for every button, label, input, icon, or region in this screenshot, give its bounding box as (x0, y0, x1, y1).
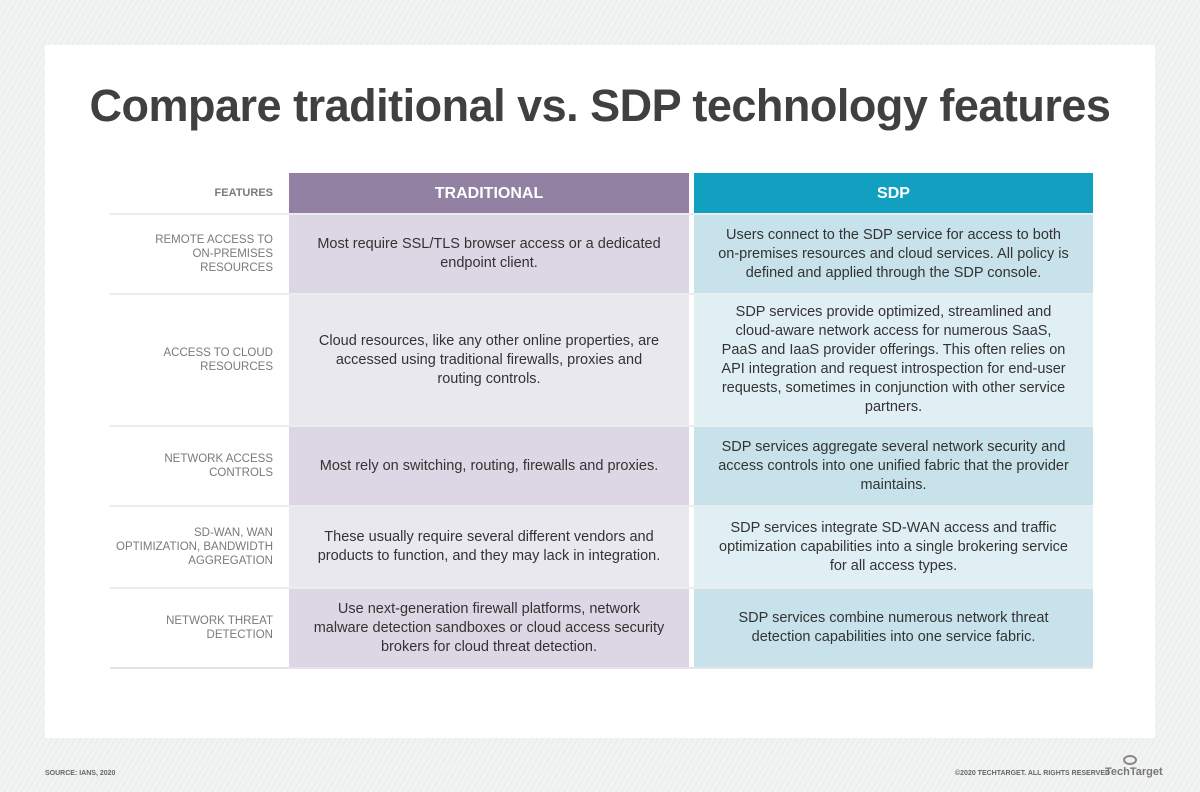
header-sdp: SDP (694, 173, 1093, 213)
traditional-cell: These usually require several different … (289, 507, 689, 587)
feature-label: Remote access to on-premises resources (155, 234, 273, 274)
feature-label: Network access controls (164, 453, 273, 479)
techtarget-logo: TechTarget (1105, 755, 1163, 783)
sdp-cell: Users connect to the SDP service for acc… (694, 215, 1093, 293)
sdp-cell: SDP services aggregate several network s… (694, 427, 1093, 505)
logo-text: TechTarget (1105, 766, 1163, 778)
header-traditional: TRADITIONAL (289, 173, 689, 213)
sdp-cell: SDP services integrate SD-WAN access and… (694, 507, 1093, 587)
traditional-cell: Most rely on switching, routing, firewal… (289, 427, 689, 505)
eye-icon (1123, 755, 1137, 765)
feature-label: Access to cloud resources (163, 347, 274, 373)
comparison-table: FEATURES TRADITIONAL SDP Remote access t… (110, 173, 1093, 669)
source-note: SOURCE: IANS, 2020 (45, 770, 116, 777)
feature-label: SD-WAN, WAN optimization, bandwidth aggr… (116, 527, 273, 567)
table-row: Network threat detection Use next-genera… (110, 589, 1093, 669)
table-row: SD-WAN, WAN optimization, bandwidth aggr… (110, 507, 1093, 589)
table-row: Network access controls Most rely on swi… (110, 427, 1093, 507)
table-row: Remote access to on-premises resources M… (110, 215, 1093, 295)
traditional-cell: Most require SSL/TLS browser access or a… (289, 215, 689, 293)
page-title: Compare traditional vs. SDP technology f… (89, 80, 1111, 131)
copyright: ©2020 TECHTARGET. ALL RIGHTS RESERVED (955, 770, 1111, 777)
table-row: Access to cloud resources Cloud resource… (110, 295, 1093, 427)
header-row: FEATURES TRADITIONAL SDP (110, 173, 1093, 215)
sdp-cell: SDP services combine numerous network th… (694, 589, 1093, 667)
traditional-cell: Use next-generation firewall platforms, … (289, 589, 689, 667)
sdp-cell: SDP services provide optimized, streamli… (694, 295, 1093, 425)
feature-label: Network threat detection (166, 615, 273, 641)
traditional-cell: Cloud resources, like any other online p… (289, 295, 689, 425)
header-features: FEATURES (214, 187, 273, 199)
